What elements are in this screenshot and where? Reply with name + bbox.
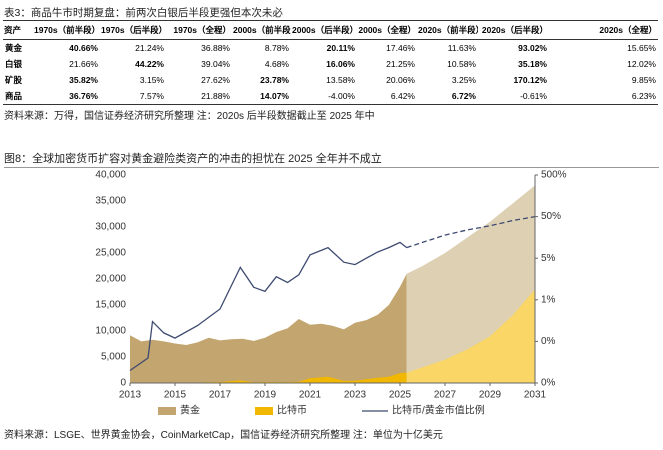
rule: [4, 167, 659, 168]
header-cell: 2000s（全程）: [357, 20, 417, 40]
row: 矿股 35.82% 3.15% 27.62% 23.78% 13.58% 20.06% 3.2…: [3, 72, 658, 88]
header-cell: 2020s（后半段）: [478, 20, 549, 40]
cell: 6.23%: [549, 88, 658, 105]
header-cell: 2020s（全程）: [549, 20, 658, 40]
x-tick-label: 2021: [299, 390, 322, 401]
source: 资料来源：LSGE、世界黄金协会，CoinMarketCap，国信证券经济研究所…: [4, 430, 443, 441]
cell: 10.58%: [447, 59, 476, 69]
area: [130, 372, 407, 383]
x-tick-label: 2013: [119, 390, 142, 401]
cell: 21.25%: [386, 59, 415, 69]
cell: 12.02%: [627, 59, 656, 69]
header-cell: 1970s（全程）: [166, 20, 232, 40]
table-note: 资料来源：万得，国信证券经济研究所整理 注：2020s 后半段数据截止至 202…: [4, 111, 375, 122]
y-tick-label: 5,000: [101, 352, 126, 363]
header-cell: 1970s（后半段）: [100, 20, 166, 40]
y-tick-label: 30,000: [95, 222, 126, 233]
row: 商品 36.76% 7.57% 21.88% 14.07% -4.00% 6.42% 6.72…: [3, 88, 658, 105]
header-cell: 1970s（前半段）: [33, 20, 100, 40]
y-tick-label: 0: [120, 378, 126, 389]
cell: 36.88%: [201, 43, 230, 53]
table-title: 表3：商品牛市时期复盘：前两次白银后半段更强但本次未必: [4, 7, 283, 19]
cell: 白银: [5, 59, 23, 69]
y2-tick-label: 0%: [541, 336, 556, 347]
row: 白银 21.66% 44.22% 39.04% 4.68% 16.06% 21.25% 10.…: [3, 56, 658, 72]
legend-label: 比特币: [277, 405, 307, 417]
area: [130, 273, 407, 383]
header-cell: 2020s（前半段）: [417, 20, 478, 40]
cell: 3.25%: [451, 75, 476, 85]
cell: 35.82%: [69, 75, 98, 85]
legend-label: 比特币/黄金市值比例: [392, 404, 485, 417]
y-tick-label: 35,000: [95, 196, 126, 207]
cell: 11.63%: [447, 43, 476, 53]
cell: 17.46%: [386, 43, 415, 53]
y-tick-label: 10,000: [95, 326, 126, 337]
row: 黄金 40.66% 21.24% 36.88% 8.78% 20.11% 17.46% 11.…: [3, 40, 658, 57]
x-tick-label: 2019: [254, 390, 277, 401]
cell: 21.24%: [135, 43, 164, 53]
x-tick-label: 2027: [434, 390, 457, 401]
cell: 8.78%: [264, 43, 289, 53]
x-tick-label: 2023: [344, 390, 367, 401]
legend-label: 黄金: [180, 404, 200, 417]
cell: 6.72%: [417, 88, 478, 105]
cell: 39.04%: [201, 59, 230, 69]
cell: 23.78%: [260, 75, 289, 85]
cell: 15.65%: [627, 43, 656, 53]
y2-tick-label: 50%: [541, 211, 561, 222]
x-tick-label: 2017: [209, 390, 232, 401]
header-cell: 2000s（后半段）: [291, 20, 357, 40]
area: [406, 289, 535, 383]
x-tick-label: 2031: [524, 390, 547, 401]
header-cell: 2000s（前半段）: [232, 20, 291, 40]
cell: 16.06%: [326, 59, 355, 69]
line: [406, 215, 536, 249]
cell: 9.85%: [631, 75, 656, 85]
cell: 27.62%: [201, 75, 230, 85]
cell: 44.22%: [135, 59, 164, 69]
header-row: 资产 1970s（前半段） 1970s（后半段） 1970s（全程） 2000s（前半段…: [3, 20, 658, 40]
cell: 36.76%: [33, 88, 100, 105]
cell: 170.12%: [513, 75, 547, 85]
cell: 商品: [3, 88, 33, 105]
cell: 矿股: [5, 75, 23, 85]
cell: 13.58%: [326, 75, 355, 85]
cell: -4.00%: [291, 88, 357, 105]
cell: 4.68%: [264, 59, 289, 69]
cell: 21.88%: [166, 88, 232, 105]
line: [129, 241, 408, 372]
cell: 3.15%: [139, 75, 164, 85]
cell: 20.06%: [386, 75, 415, 85]
cell: 93.02%: [518, 43, 547, 53]
figure-title: 图8：全球加密货币扩容对黄金避险类资产的冲击的担忧在 2025 全年并不成立: [4, 153, 382, 165]
x-tick-label: 2015: [164, 390, 187, 401]
cell: 黄金: [5, 43, 23, 53]
y2-tick-label: 5%: [541, 253, 556, 264]
y2-tick-label: 500%: [541, 170, 567, 181]
cell: 40.66%: [69, 43, 98, 53]
legend-swatch: [255, 407, 273, 415]
cell: 21.66%: [69, 59, 98, 69]
cell: 20.11%: [326, 43, 355, 53]
header-cell: 资产: [3, 20, 33, 40]
x-tick-label: 2029: [479, 390, 502, 401]
y2-tick-label: 0%: [541, 378, 556, 389]
cell: 35.18%: [518, 59, 547, 69]
table: 资产 1970s（前半段） 1970s（后半段） 1970s（全程） 2000s（前半段…: [3, 20, 658, 105]
legend-swatch: [158, 407, 176, 415]
cell: 7.57%: [100, 88, 166, 105]
y-tick-label: 40,000: [95, 170, 126, 181]
y2-tick-label: 1%: [541, 294, 556, 305]
cell: -0.61%: [478, 88, 549, 105]
x-tick-label: 2025: [389, 390, 412, 401]
y-tick-label: 20,000: [95, 274, 126, 285]
cell: 14.07%: [232, 88, 291, 105]
y-tick-label: 15,000: [95, 300, 126, 311]
y-tick-label: 25,000: [95, 248, 126, 259]
cell: 6.42%: [357, 88, 417, 105]
